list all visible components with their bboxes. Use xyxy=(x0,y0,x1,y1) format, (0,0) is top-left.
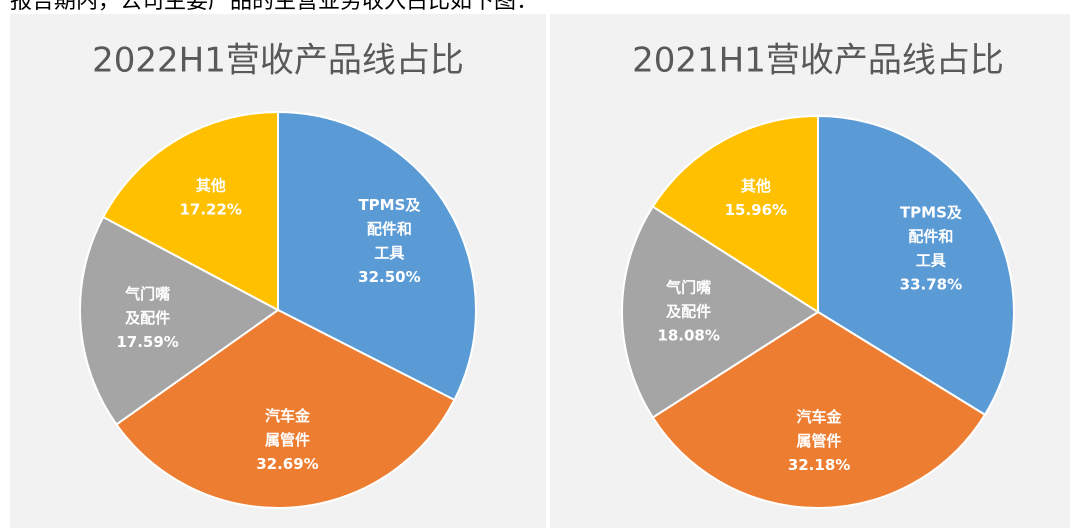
slice-label: 汽车金 xyxy=(797,408,843,426)
value-label: 15.96% xyxy=(725,201,787,219)
slice-label: 属管件 xyxy=(797,432,842,450)
slice-label: TPMS及 xyxy=(358,196,421,214)
caption: 报告期内，公司主要产品的主营业务收入占比如下图： xyxy=(10,0,538,14)
pie-slice xyxy=(620,205,820,419)
chart-title: 2022H1营收产品线占比 xyxy=(92,41,464,81)
slice-label: 其他 xyxy=(196,176,226,194)
pie-slice xyxy=(277,110,477,402)
slice-label: 及配件 xyxy=(666,303,711,321)
slice-label: 工具 xyxy=(374,244,404,262)
chart-title: 2021H1营收产品线占比 xyxy=(632,41,1004,81)
value-label: 18.08% xyxy=(657,327,719,345)
value-label: 32.18% xyxy=(788,456,850,474)
value-label: 17.22% xyxy=(179,200,241,218)
slice-label: TPMS及 xyxy=(900,203,963,221)
slice-label: 配件和 xyxy=(367,220,412,238)
value-label: 33.78% xyxy=(900,275,962,293)
slice-label: 汽车金 xyxy=(265,407,311,425)
slice-label: 工具 xyxy=(916,251,946,269)
slice-label: 及配件 xyxy=(125,309,170,327)
slice-label: 其他 xyxy=(741,177,771,195)
pie-slice xyxy=(79,215,280,426)
slice-label: 气门嘴 xyxy=(124,285,170,303)
pie-slice xyxy=(115,308,456,509)
pie-slice xyxy=(651,310,987,509)
slice-label: 属管件 xyxy=(265,431,310,449)
value-label: 32.69% xyxy=(256,455,318,473)
pie-slice xyxy=(651,114,819,314)
slice-label: 气门嘴 xyxy=(665,279,711,297)
pie-slice xyxy=(817,114,1015,417)
value-label: 17.59% xyxy=(116,333,178,351)
slice-label: 配件和 xyxy=(908,227,953,245)
pie-slice xyxy=(101,110,279,312)
value-label: 32.50% xyxy=(358,268,420,286)
